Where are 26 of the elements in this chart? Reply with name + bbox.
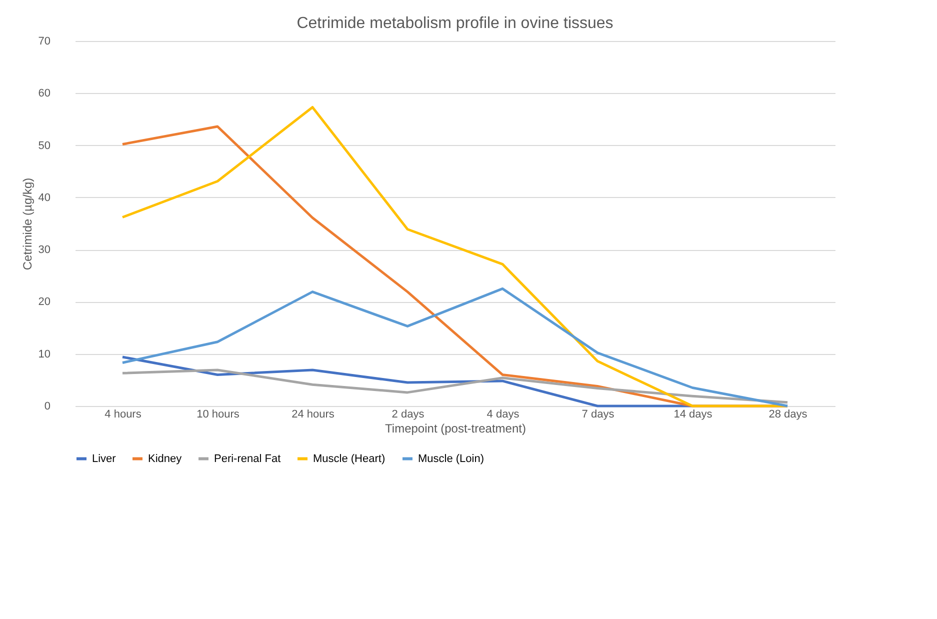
legend-label: Kidney (148, 452, 182, 465)
x-tick-label: 14 days (674, 408, 713, 420)
legend-label: Peri-renal Fat (214, 452, 281, 465)
x-tick-label: 28 days (768, 408, 808, 420)
x-tick-label: 24 hours (292, 408, 335, 420)
x-tick-label: 7 days (582, 408, 615, 420)
legend-label: Muscle (Loin) (418, 452, 484, 465)
y-tick-label: 10 (38, 348, 50, 360)
y-tick-label: 70 (38, 36, 50, 48)
x-axis-title: Timepoint (post-treatment) (385, 422, 526, 436)
x-tick-label: 2 days (392, 408, 425, 420)
y-tick-label: 0 (44, 400, 50, 412)
chart-title: Cetrimide metabolism profile in ovine tissues (296, 15, 614, 32)
x-tick-label: 4 days (486, 408, 520, 420)
legend-label: Liver (92, 452, 116, 465)
y-tick-label: 20 (38, 296, 50, 308)
y-tick-label: 50 (38, 140, 50, 152)
y-tick-label: 40 (38, 192, 50, 204)
legend-label: Muscle (Heart) (313, 452, 386, 465)
y-tick-label: 30 (38, 244, 50, 256)
y-axis-title: Cetrimide (µg/kg) (20, 178, 34, 270)
line-series (121, 368, 789, 404)
x-tick-label: 4 hours (104, 408, 142, 420)
x-tick-label: 10 hours (196, 408, 240, 420)
line-series (121, 287, 789, 408)
y-tick-label: 60 (38, 88, 50, 100)
